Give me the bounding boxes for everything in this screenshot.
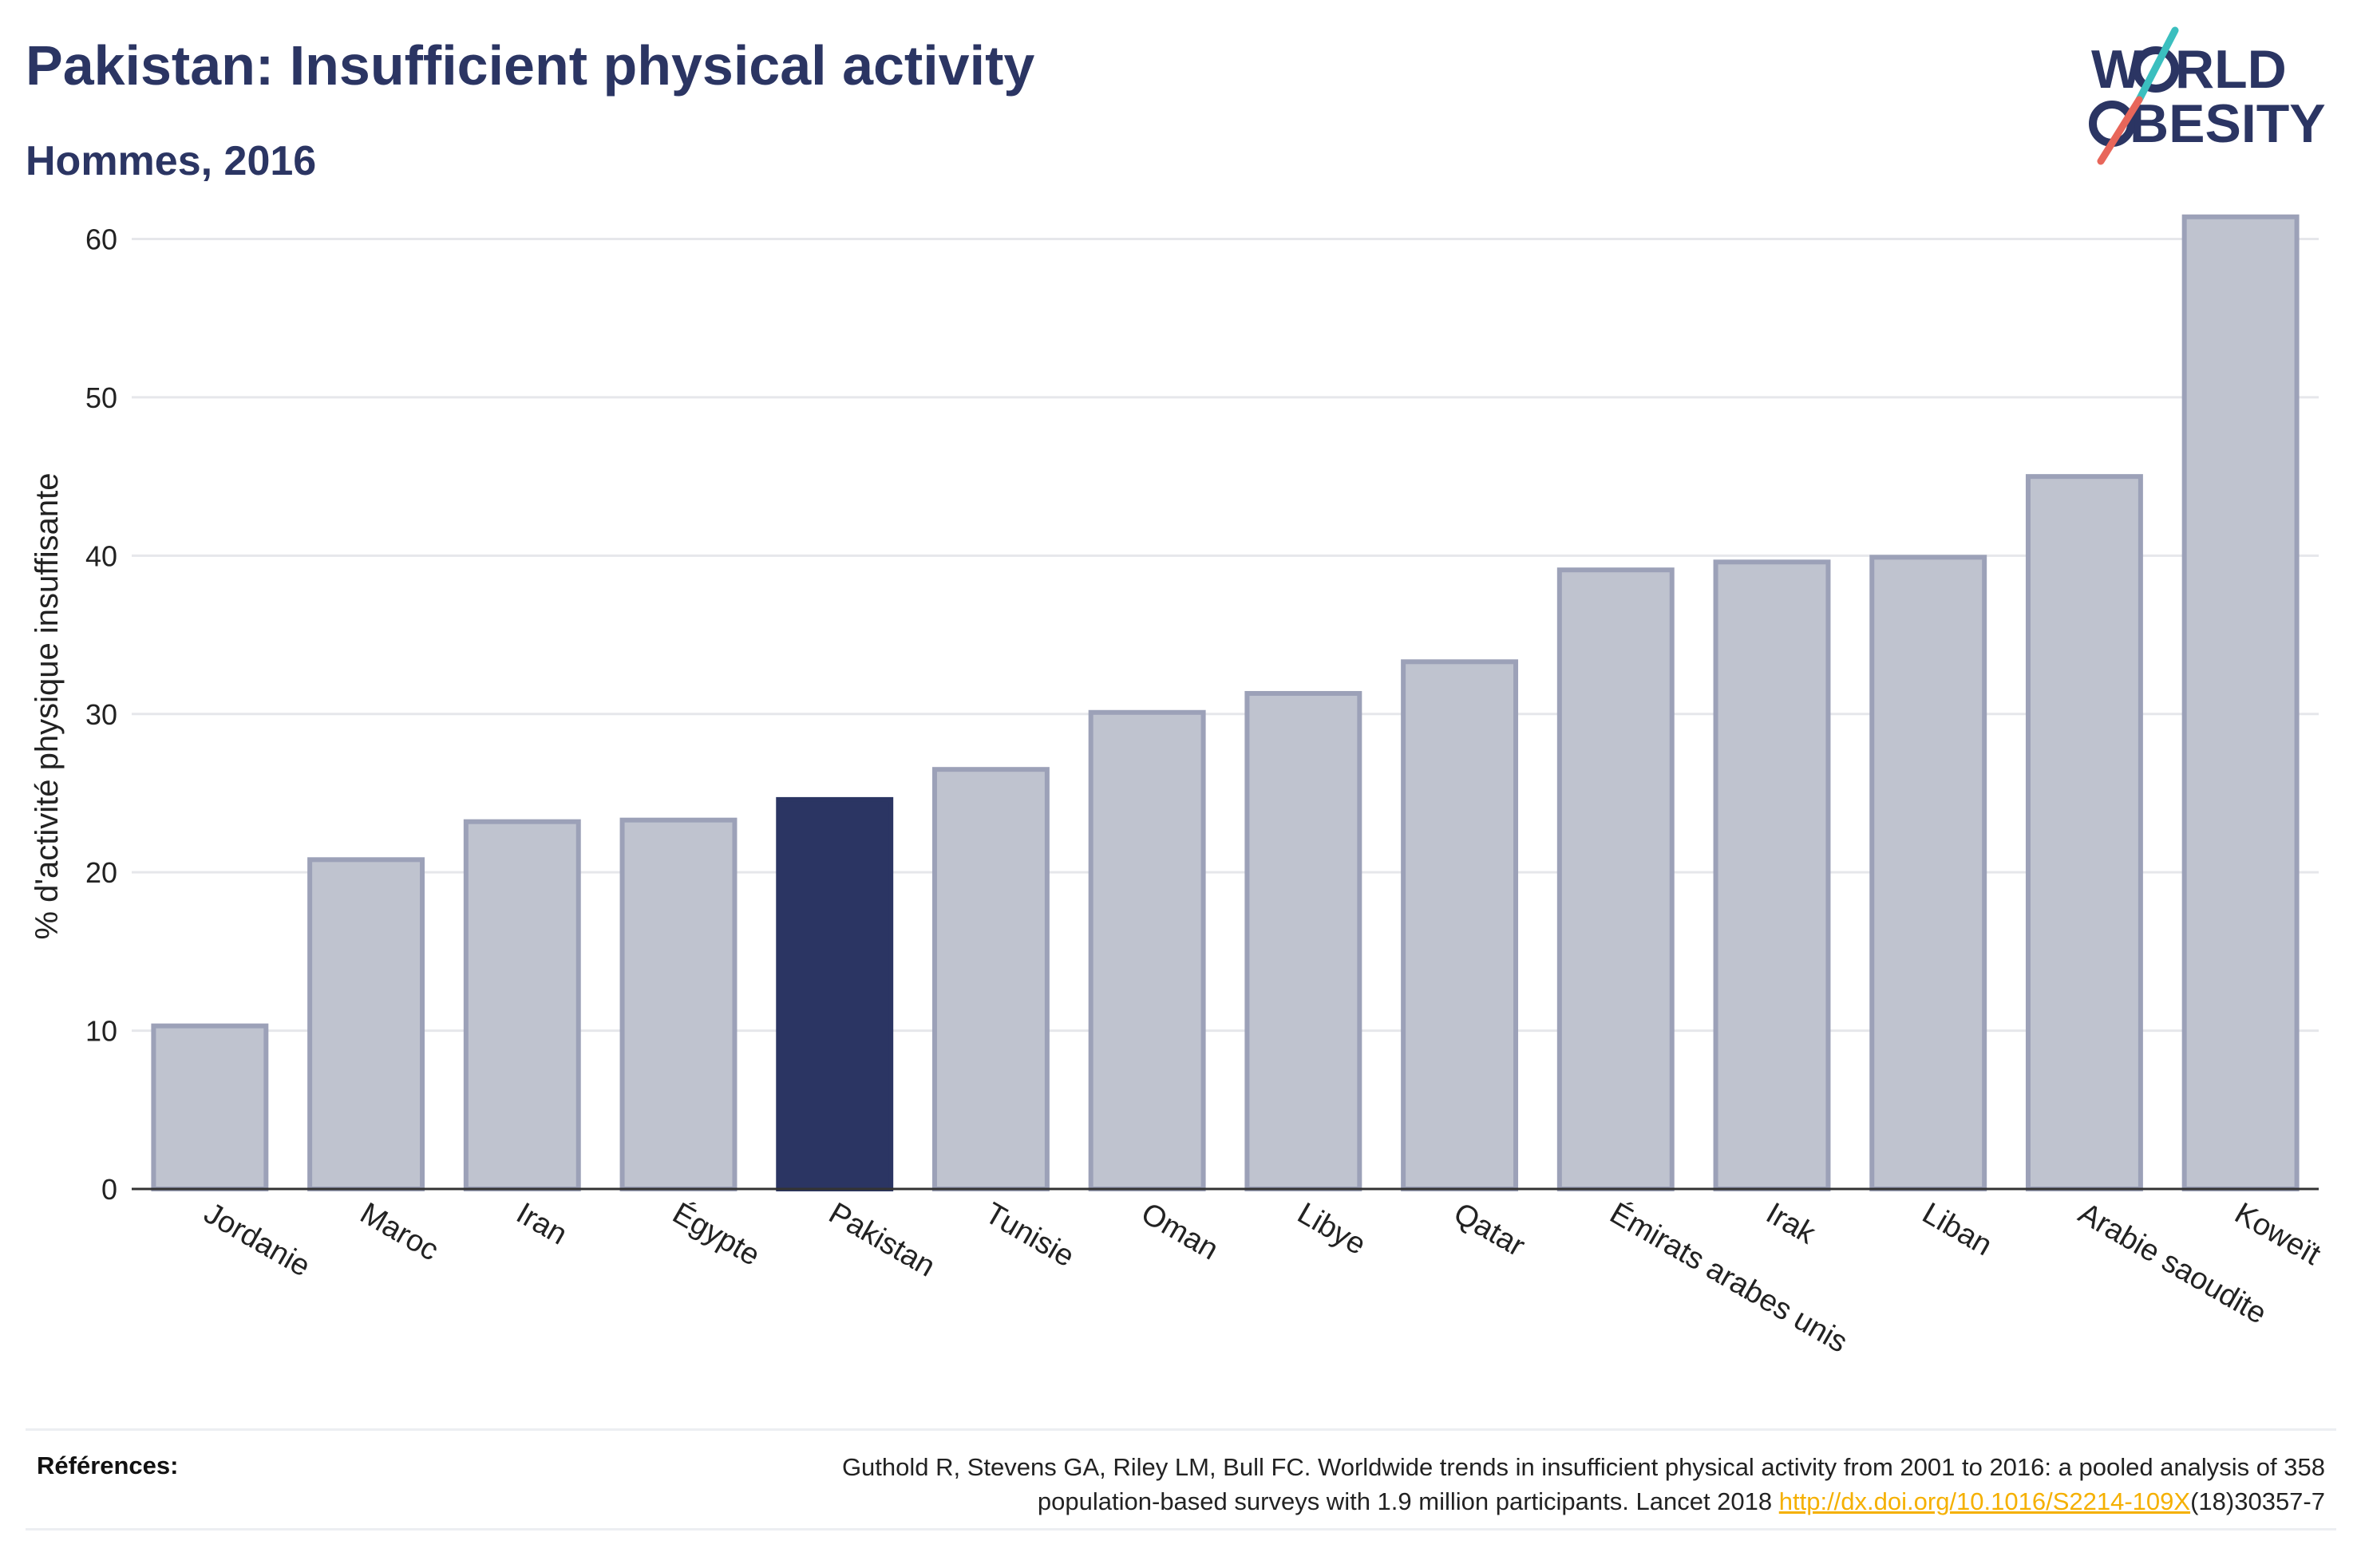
bar-égypte [619, 817, 738, 1191]
y-tick-label: 50 [85, 381, 117, 414]
logo-text-obesity: BESITY [2130, 93, 2326, 154]
y-tick-label: 60 [85, 223, 117, 256]
world-obesity-logo: W RLD BESITY [2089, 26, 2326, 165]
bar-pakistan [776, 796, 894, 1192]
bar-koweït [2181, 214, 2300, 1192]
chart-subtitle: Hommes, 2016 [26, 138, 317, 184]
y-axis-label: % d'activité physique insuffisante [30, 472, 65, 939]
bar-qatar [1401, 659, 1519, 1191]
bar-oman [1088, 709, 1206, 1191]
grid-lines [132, 238, 2319, 1033]
x-tick-label: Libye [1291, 1196, 1371, 1262]
y-tick-label: 10 [85, 1015, 117, 1048]
x-tick-label: Jordanie [198, 1196, 315, 1283]
bar-maroc [307, 857, 425, 1192]
bar-libye [1244, 690, 1362, 1191]
logo-o-top [2133, 46, 2179, 93]
x-tick-label: Qatar [1448, 1196, 1531, 1263]
x-tick-label: Tunisie [979, 1196, 1080, 1274]
y-axis-ticks: 0 10 20 30 40 50 60 [85, 223, 117, 1206]
x-axis-labels: Jordanie Maroc Iran Égypte Pakistan Tunisie Om… [198, 1196, 2326, 1360]
chart-title: Pakistan: Insufficient physical activity [26, 34, 1035, 97]
x-tick-label: Oman [1136, 1196, 1224, 1266]
reference-doi-link[interactable]: http://dx.doi.org/10.1016/S2214-109X [1778, 1487, 2191, 1515]
logo-slash-bottom [2097, 96, 2143, 165]
bar-jordanie [151, 1023, 269, 1191]
reference-line1: Guthold R, Stevens GA, Riley LM, Bull FC… [841, 1453, 2325, 1481]
bar-émirats-arabes-unis [1556, 567, 1675, 1191]
references-box: Références: Guthold R, Stevens GA, Riley… [26, 1428, 2336, 1530]
x-tick-label: Liban [1916, 1196, 1998, 1262]
x-tick-label: Iran [511, 1196, 573, 1251]
reference-line2-prefix: population-based surveys with 1.9 millio… [1037, 1487, 1779, 1515]
x-tick-label: Irak [1761, 1196, 1822, 1251]
x-tick-label: Pakistan [823, 1196, 940, 1283]
x-tick-label: Maroc [354, 1196, 444, 1267]
y-tick-label: 30 [85, 698, 117, 731]
y-tick-label: 20 [85, 856, 117, 889]
references-label: Références: [37, 1451, 179, 1479]
bar-iran [463, 819, 581, 1191]
y-tick-label: 40 [85, 539, 117, 572]
logo-text-world-rld: RLD [2175, 39, 2287, 100]
bar-liban [1869, 555, 1987, 1191]
references-text: Guthold R, Stevens GA, Riley LM, Bull FC… [409, 1450, 2325, 1519]
x-tick-label: Koweït [2229, 1196, 2327, 1272]
bar-arabie-saoudite [2025, 474, 2143, 1191]
reference-line2-suffix: (18)30357-7 [2190, 1487, 2325, 1515]
bar-irak [1713, 559, 1831, 1191]
y-tick-label: 0 [101, 1173, 117, 1206]
bar-tunisie [931, 767, 1050, 1191]
x-tick-label: Égypte [667, 1196, 766, 1273]
bars [151, 214, 2300, 1192]
logo-slash-top [2135, 26, 2179, 104]
